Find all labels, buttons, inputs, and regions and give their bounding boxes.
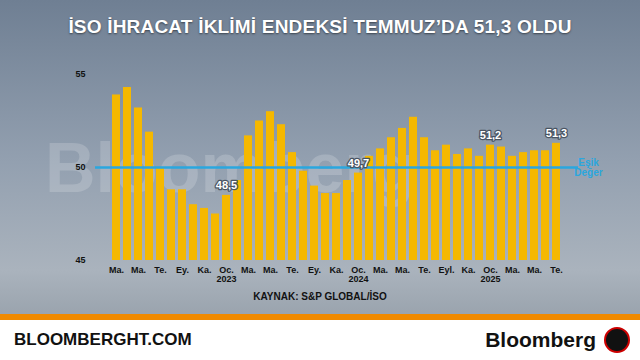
svg-text:Ka.: Ka.: [329, 265, 343, 275]
svg-text:Ma.: Ma.: [241, 265, 256, 275]
svg-text:Ma.: Ma.: [373, 265, 388, 275]
svg-text:48,5: 48,5: [216, 179, 237, 191]
svg-text:Te.: Te.: [550, 265, 562, 275]
svg-text:Oc.2024: Oc.2024: [348, 265, 368, 284]
svg-text:Oc.2025: Oc.2025: [480, 265, 500, 284]
svg-text:45: 45: [75, 255, 85, 265]
svg-text:51,2: 51,2: [480, 129, 501, 141]
svg-text:Te.: Te.: [418, 265, 430, 275]
svg-text:Ma.: Ma.: [109, 265, 124, 275]
svg-text:Te.: Te.: [154, 265, 166, 275]
svg-text:Ma.: Ma.: [131, 265, 146, 275]
svg-text:Oc.2023: Oc.2023: [216, 265, 236, 284]
svg-text:Ma.: Ma.: [505, 265, 520, 275]
svg-text:Ey.: Ey.: [176, 265, 189, 275]
svg-text:50: 50: [75, 162, 85, 172]
svg-text:55: 55: [75, 69, 85, 79]
svg-text:Ma.: Ma.: [395, 265, 410, 275]
svg-text:Te.: Te.: [286, 265, 298, 275]
svg-text:49,7: 49,7: [348, 157, 369, 169]
svg-text:Ka.: Ka.: [197, 265, 211, 275]
svg-text:Ma.: Ma.: [263, 265, 278, 275]
svg-text:EşikDeğer: EşikDeğer: [574, 157, 602, 178]
svg-text:Ma.: Ma.: [527, 265, 542, 275]
svg-text:Ey.: Ey.: [308, 265, 321, 275]
svg-text:Eyl.: Eyl.: [438, 265, 454, 275]
svg-text:Ka.: Ka.: [461, 265, 475, 275]
svg-text:51,3: 51,3: [546, 127, 567, 139]
